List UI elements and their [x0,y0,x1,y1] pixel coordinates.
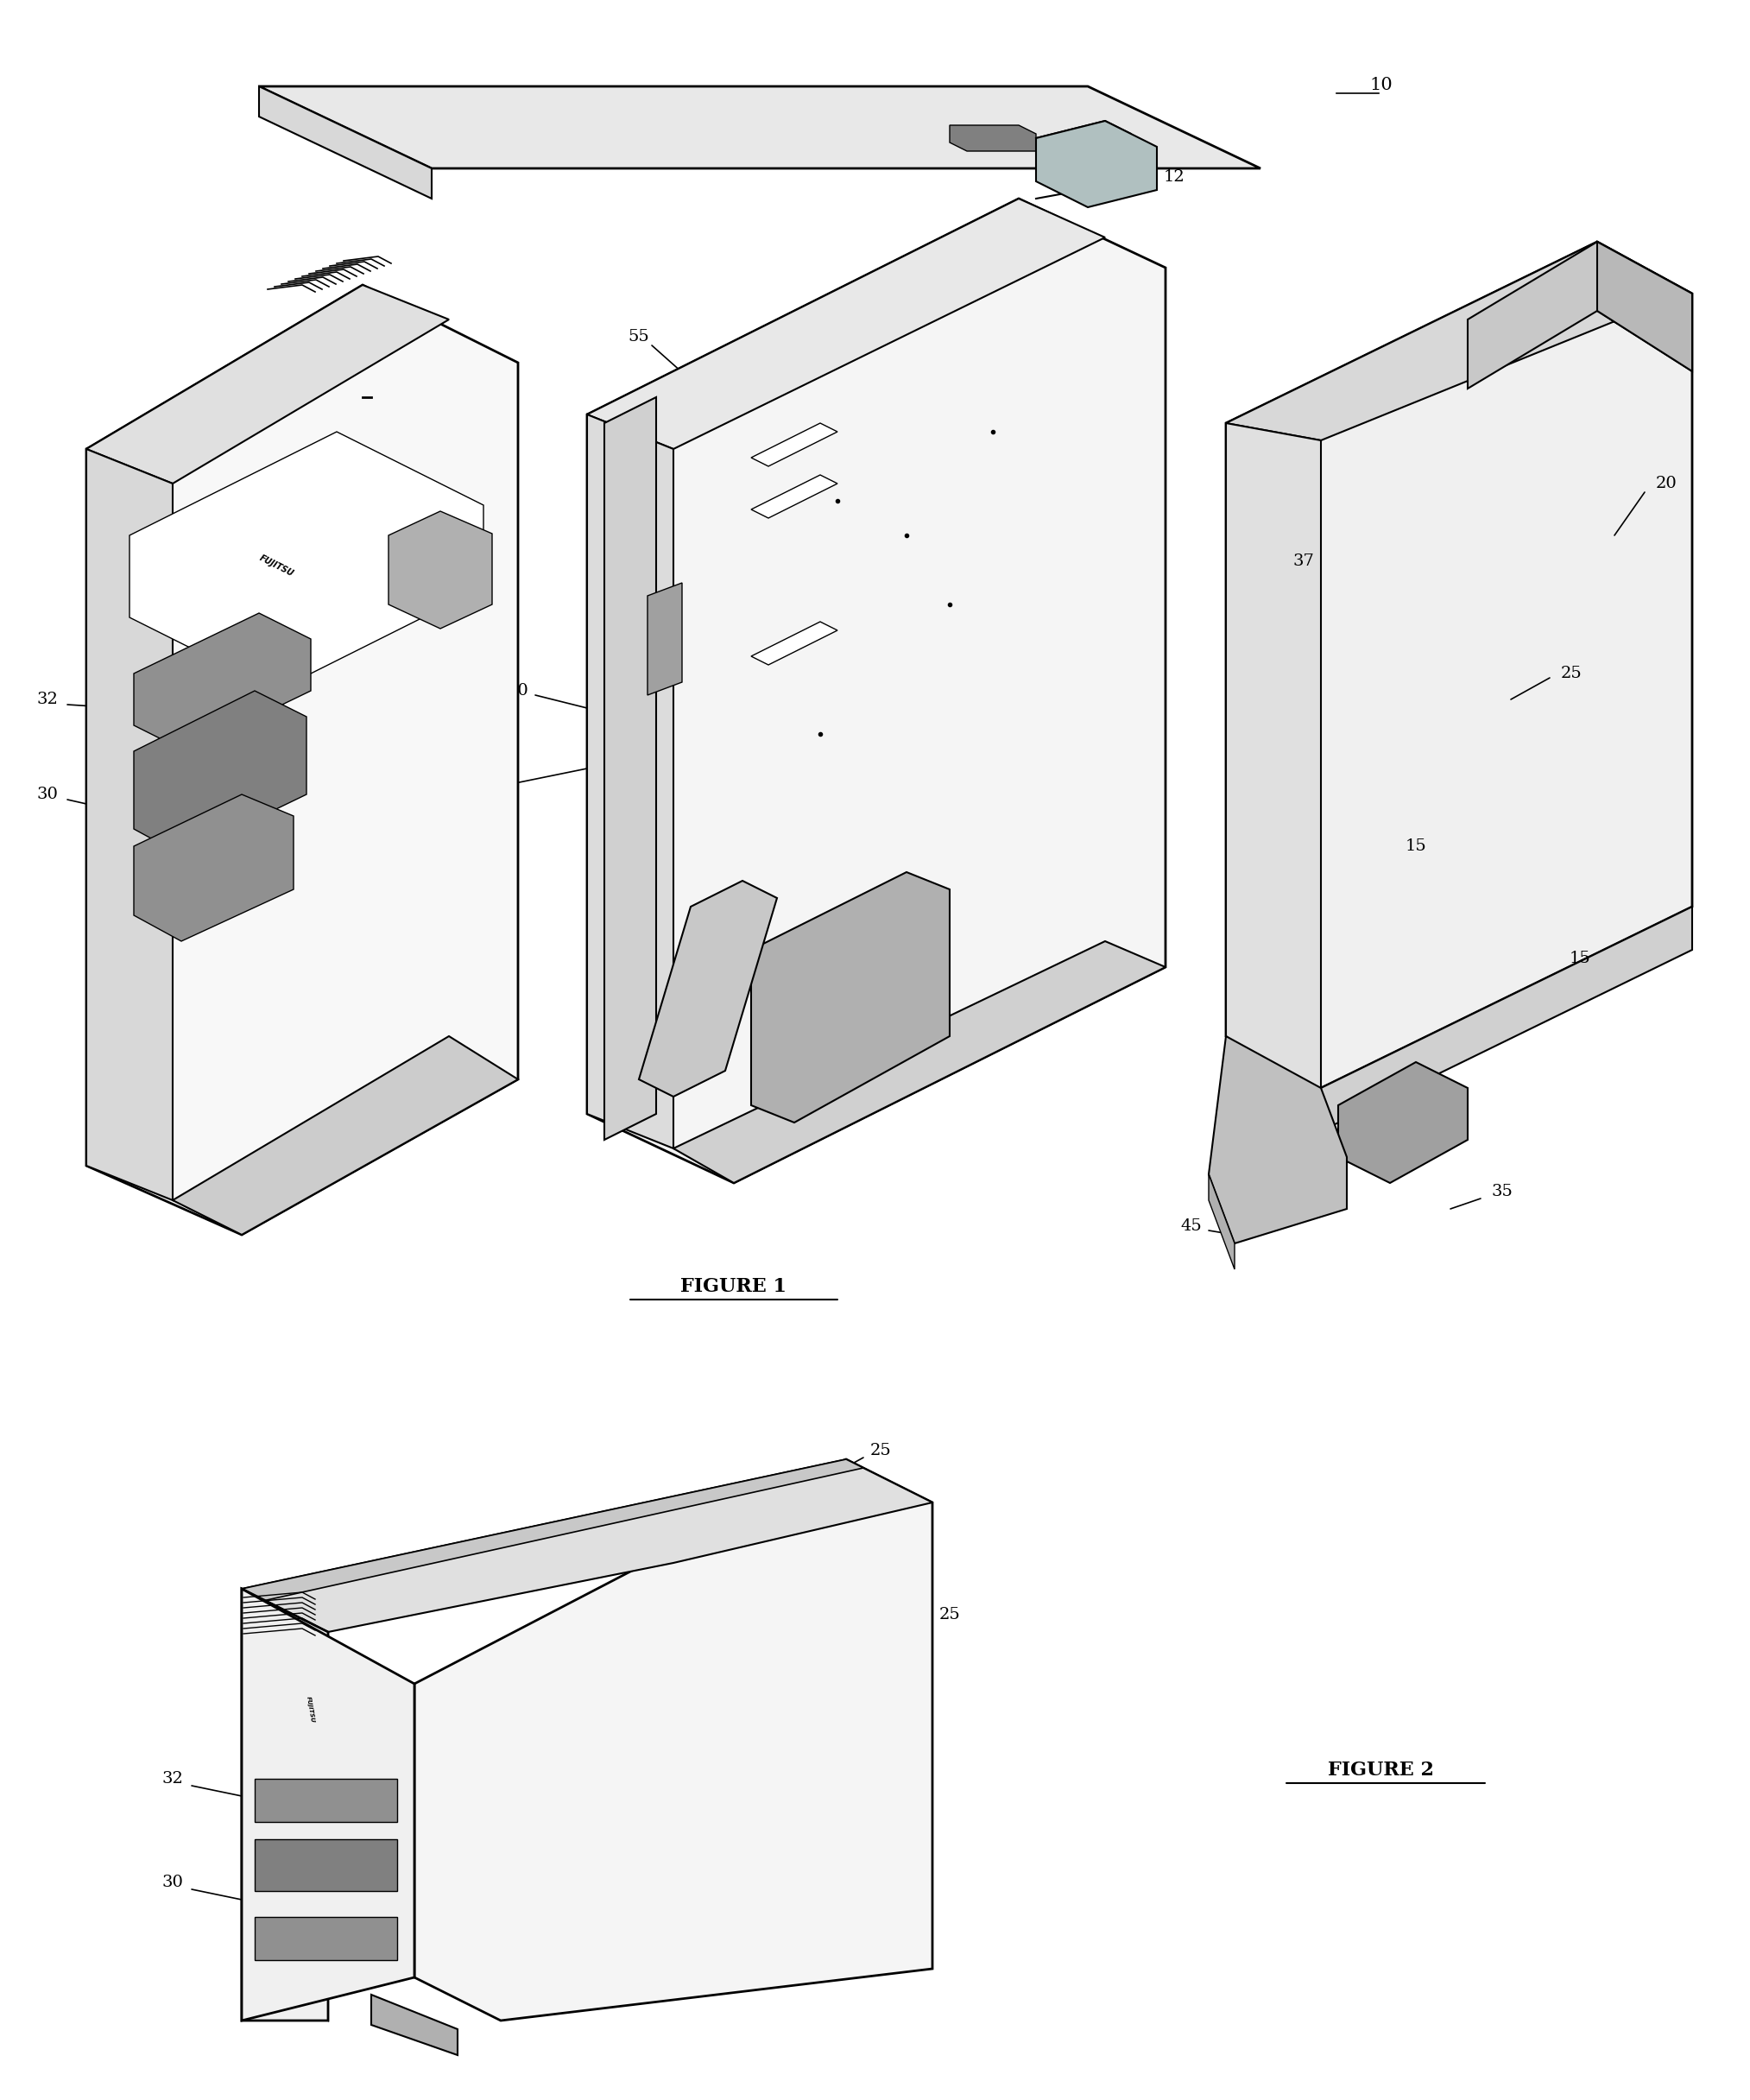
Text: 25: 25 [1561,666,1582,680]
Polygon shape [1339,1063,1468,1182]
Text: 45: 45 [1181,1218,1202,1235]
Text: 14: 14 [705,151,728,168]
Text: 15: 15 [1570,951,1591,966]
Text: 37: 37 [1293,554,1314,569]
Polygon shape [751,872,950,1124]
Polygon shape [256,1779,397,1823]
Text: 12: 12 [1164,170,1185,185]
Text: 60: 60 [507,682,528,699]
Polygon shape [242,1459,933,1632]
Text: FIGURE 1: FIGURE 1 [681,1277,788,1296]
Polygon shape [242,1590,327,2020]
Text: FUJITSU: FUJITSU [306,1697,315,1724]
Polygon shape [173,1035,518,1235]
Polygon shape [129,433,483,691]
Text: 10: 10 [1370,76,1393,92]
Text: FIGURE 2: FIGURE 2 [1328,1760,1435,1779]
Text: 30: 30 [37,788,58,802]
Polygon shape [1227,242,1692,441]
Text: 32: 32 [37,691,58,708]
Polygon shape [751,422,838,466]
Text: 25: 25 [870,1443,891,1457]
Polygon shape [133,691,306,855]
Polygon shape [586,414,674,1149]
Text: 25: 25 [940,1606,961,1623]
Polygon shape [1321,907,1692,1132]
Text: 30: 30 [163,1875,184,1890]
Polygon shape [86,286,450,483]
Polygon shape [751,475,838,519]
Polygon shape [604,397,656,1140]
Polygon shape [133,613,311,752]
Text: 50: 50 [1043,865,1064,880]
Polygon shape [1036,122,1157,208]
Polygon shape [256,1840,397,1890]
Polygon shape [648,584,682,695]
Polygon shape [639,880,777,1096]
Polygon shape [86,449,173,1201]
Text: 15: 15 [1405,838,1426,855]
Polygon shape [371,1995,457,2056]
Text: 75: 75 [784,1115,805,1130]
Text: FUJITSU: FUJITSU [257,552,294,578]
Text: 55: 55 [628,330,649,344]
Polygon shape [259,86,432,200]
Polygon shape [256,1917,397,1959]
Polygon shape [674,941,1166,1182]
Text: 32: 32 [163,1770,184,1787]
Text: 20: 20 [1655,477,1676,491]
Polygon shape [1598,242,1692,372]
Polygon shape [586,200,1166,1182]
Polygon shape [1468,242,1692,388]
Polygon shape [242,1459,863,1602]
Polygon shape [1209,1174,1234,1268]
Polygon shape [242,1590,327,2020]
Polygon shape [1227,422,1321,1105]
Polygon shape [86,286,518,1235]
Text: 30: 30 [1060,951,1081,966]
Text: 65: 65 [464,788,485,802]
Polygon shape [133,794,294,941]
Polygon shape [751,622,838,666]
Polygon shape [1227,242,1692,1088]
Polygon shape [415,1459,933,2020]
Polygon shape [388,510,492,628]
Polygon shape [586,200,1104,449]
Text: 39: 39 [369,563,390,578]
Text: 35: 35 [1491,1184,1514,1199]
Polygon shape [1209,1035,1348,1243]
Text: 70: 70 [620,1063,640,1079]
Polygon shape [259,86,1260,168]
Polygon shape [950,126,1036,151]
Polygon shape [242,1590,415,2020]
